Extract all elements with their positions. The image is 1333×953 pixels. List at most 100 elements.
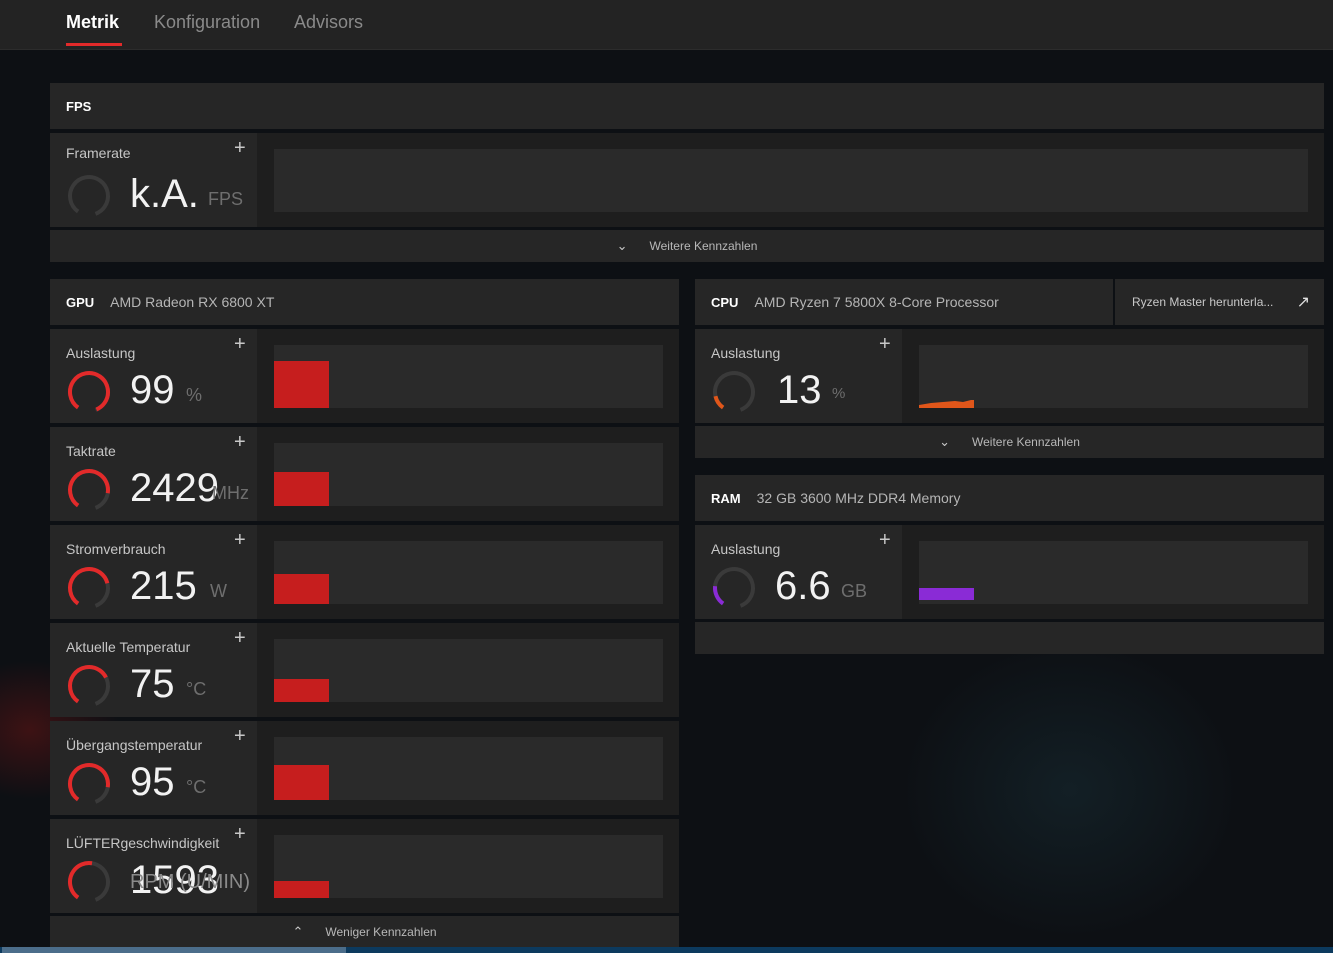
metric-graph: [274, 541, 663, 604]
metric-label: Übergangstemperatur: [66, 737, 203, 753]
scrollbar-thumb[interactable]: [2, 947, 346, 953]
gpu-metric-tile: Übergangstemperatur +95 °C: [50, 721, 679, 815]
chevron-down-icon: ⌄: [616, 238, 628, 253]
metric-label: Taktrate: [66, 443, 116, 459]
gpu-key: GPU: [66, 294, 95, 310]
fps-title: FPS: [66, 98, 92, 114]
metric-unit: W: [210, 581, 227, 601]
horizontal-scrollbar[interactable]: [0, 947, 1333, 953]
gpu-metric-tile: Auslastung +99%: [50, 329, 679, 423]
metric-side: [50, 133, 257, 227]
chevron-down-icon: ⌄: [939, 434, 951, 449]
ram-usage-graph: [919, 541, 1308, 604]
metric-unit: °C: [186, 777, 207, 797]
metric-label: Auslastung: [711, 345, 781, 361]
metric-value: 75: [130, 662, 175, 706]
external-link-icon: ↗: [1296, 294, 1310, 311]
gauge-icon: [68, 567, 110, 609]
metric-unit: GB: [841, 581, 868, 601]
fps-metric-framerate: Framerate + k.A. FPS: [50, 133, 1324, 227]
metric-graph: [274, 737, 663, 800]
plus-icon[interactable]: +: [234, 529, 246, 551]
metric-unit: %: [186, 385, 203, 405]
active-tab-indicator: [66, 43, 122, 46]
tab-advisors[interactable]: Advisors: [294, 12, 364, 32]
metric-label: Framerate: [66, 145, 131, 161]
plus-icon[interactable]: +: [879, 529, 891, 551]
metric-unit: %: [832, 385, 846, 402]
cpu-usage-line: [919, 400, 974, 408]
metric-graph: [274, 345, 663, 408]
ram-name: 32 GB 3600 MHz DDR4 Memory: [756, 490, 961, 506]
metric-side: [50, 525, 257, 619]
cpu-panel-header: CPU AMD Ryzen 7 5800X 8-Core Processor: [695, 279, 1113, 325]
framerate-graph: [274, 149, 1308, 212]
metric-side: [50, 623, 257, 717]
metric-graph: [274, 639, 663, 702]
more-metrics-label: Weitere Kennzahlen: [649, 239, 758, 253]
ram-panel-footer: [695, 622, 1324, 654]
metric-label: Auslastung: [66, 345, 136, 361]
gauge-icon: [68, 861, 110, 903]
background-glow: [900, 640, 1240, 940]
metric-bar: [274, 881, 329, 898]
plus-icon[interactable]: +: [234, 823, 246, 845]
gauge-icon: [713, 371, 755, 413]
metric-graph: [274, 835, 663, 898]
tab-konfiguration[interactable]: Konfiguration: [154, 12, 261, 32]
plus-icon[interactable]: +: [234, 431, 246, 453]
metric-label: Aktuelle Temperatur: [66, 639, 191, 655]
ryzen-master-download-link[interactable]: Ryzen Master herunterla... ↗: [1115, 279, 1324, 325]
metric-value: k.A.: [130, 172, 199, 216]
metric-graph: [274, 443, 663, 506]
plus-icon[interactable]: +: [234, 725, 246, 747]
top-navigation: Metrik Konfiguration Advisors: [0, 0, 1333, 50]
metric-bar: [274, 472, 329, 506]
metric-side: [50, 721, 257, 815]
metric-value: 6.6: [775, 564, 831, 608]
tab-metrik[interactable]: Metrik: [66, 12, 120, 32]
gpu-metric-tile: Taktrate +2429 MHz: [50, 427, 679, 521]
metric-side: [695, 329, 902, 423]
plus-icon[interactable]: +: [234, 333, 246, 355]
gpu-name: AMD Radeon RX 6800 XT: [110, 294, 275, 310]
ram-key: RAM: [711, 490, 741, 506]
gauge-icon: [713, 567, 755, 609]
metric-bar: [274, 574, 329, 604]
metric-value: 99: [130, 368, 175, 412]
metric-unit: MHz: [212, 483, 249, 503]
gpu-panel-header: GPU AMD Radeon RX 6800 XT: [50, 279, 679, 325]
ram-usage-bar: [919, 588, 974, 600]
gpu-metric-tile: Aktuelle Temperatur +75 °C: [50, 623, 679, 717]
cpu-name: AMD Ryzen 7 5800X 8-Core Processor: [754, 294, 999, 310]
metric-label: Stromverbrauch: [66, 541, 166, 557]
gauge-icon: [68, 763, 110, 805]
gauge-icon: [68, 371, 110, 413]
metric-label: LÜFTERgeschwindigkeit: [66, 835, 220, 851]
metric-value: 1593: [130, 858, 219, 902]
metric-bar: [274, 361, 329, 408]
cpu-key: CPU: [711, 294, 739, 310]
plus-icon[interactable]: +: [234, 627, 246, 649]
less-metrics-label: Weniger Kennzahlen: [325, 924, 437, 939]
metric-side: [50, 329, 257, 423]
chevron-up-icon: ⌃: [292, 923, 304, 939]
metric-value: 2429: [130, 466, 219, 510]
plus-icon[interactable]: +: [879, 333, 891, 355]
gpu-metric-tile: LÜFTERgeschwindigkeit +1593 RPM (U/MIN): [50, 819, 679, 913]
cpu-usage-graph: [919, 345, 1308, 408]
fps-panel-header: FPS: [50, 83, 1324, 129]
fps-more-metrics-button[interactable]: ⌄ Weitere Kennzahlen: [50, 230, 1324, 262]
ram-metric-auslastung: Auslastung + 6.6 GB: [695, 525, 1324, 619]
gpu-metric-tile: Stromverbrauch +215 W: [50, 525, 679, 619]
metric-unit: °C: [186, 679, 207, 699]
gpu-less-metrics-button[interactable]: ⌃ Weniger Kennzahlen: [50, 916, 679, 947]
plus-icon[interactable]: +: [234, 137, 246, 159]
metric-bar: [274, 679, 329, 702]
cpu-more-metrics-button[interactable]: ⌄ Weitere Kennzahlen: [695, 426, 1324, 458]
ryzen-master-label: Ryzen Master herunterla...: [1132, 295, 1274, 309]
metric-side: [50, 427, 257, 521]
metric-unit: RPM (U/MIN): [130, 871, 250, 893]
metric-side: [695, 525, 902, 619]
metric-bar: [274, 765, 329, 800]
